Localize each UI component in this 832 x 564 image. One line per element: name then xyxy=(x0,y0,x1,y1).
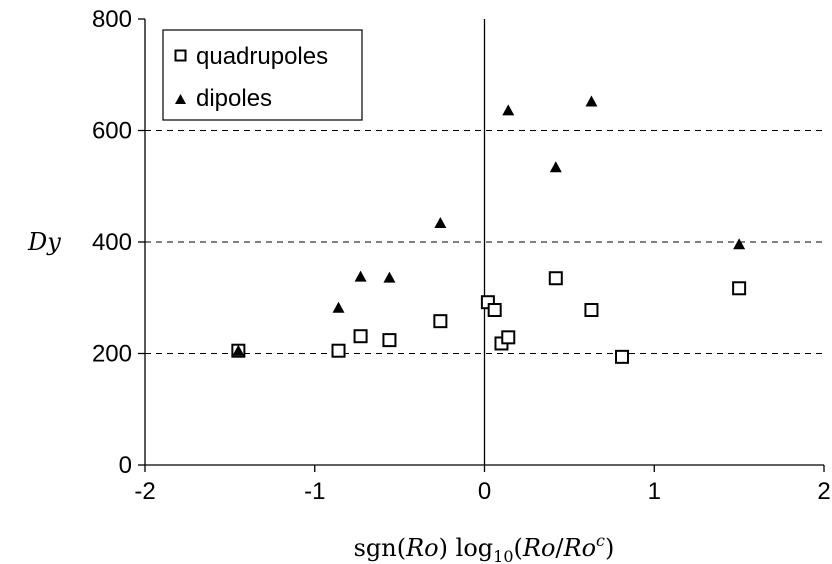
legend: quadrupoles dipoles xyxy=(162,29,363,121)
data-markers xyxy=(231,95,747,364)
dipole-marker xyxy=(549,161,562,173)
y-tick-label: 0 xyxy=(119,452,132,479)
y-tick-label: 400 xyxy=(92,229,132,256)
y-tick-label: 600 xyxy=(92,118,132,145)
quadrupole-marker xyxy=(433,314,448,329)
x-tick-label: -2 xyxy=(134,478,155,505)
legend-quadrupoles-marker xyxy=(174,49,187,62)
y-axis-ticks: 0 200 400 600 800 xyxy=(92,6,145,479)
x-tick-label: 1 xyxy=(648,478,661,505)
quadrupole-marker xyxy=(382,333,397,348)
dipole-marker xyxy=(502,104,515,116)
dipole-marker xyxy=(383,271,396,283)
x-tick-label: -1 xyxy=(304,478,325,505)
quadrupole-marker xyxy=(331,343,346,358)
x-axis-title: sgn(Ro) log10(Ro/Roc) xyxy=(354,531,615,564)
y-tick-label: 200 xyxy=(92,341,132,368)
legend-dipoles-label: dipoles xyxy=(196,85,272,112)
dipole-marker xyxy=(332,301,345,313)
quadrupole-marker xyxy=(501,330,516,345)
x-tick-label: 2 xyxy=(817,478,830,505)
quadrupole-marker xyxy=(732,281,747,296)
y-axis-title: Dy xyxy=(27,228,61,256)
dipole-marker xyxy=(232,344,245,356)
dipole-marker xyxy=(733,238,746,250)
legend-dipoles-marker xyxy=(175,94,186,104)
quadrupole-marker xyxy=(548,271,563,286)
dipole-marker xyxy=(354,270,367,282)
quadrupole-marker xyxy=(584,303,599,318)
x-tick-label: 0 xyxy=(478,478,491,505)
x-axis-ticks: -2 -1 0 1 2 xyxy=(134,465,831,505)
legend-quadrupoles-label: quadrupoles xyxy=(196,43,328,70)
legend-box xyxy=(162,29,363,121)
quadrupole-marker xyxy=(487,303,502,318)
dipole-marker xyxy=(585,95,598,107)
grid-lines xyxy=(145,130,824,354)
y-tick-label: 800 xyxy=(92,6,132,33)
quadrupole-marker xyxy=(353,329,368,344)
quadrupole-marker xyxy=(614,349,629,364)
dipole-marker xyxy=(434,217,447,229)
